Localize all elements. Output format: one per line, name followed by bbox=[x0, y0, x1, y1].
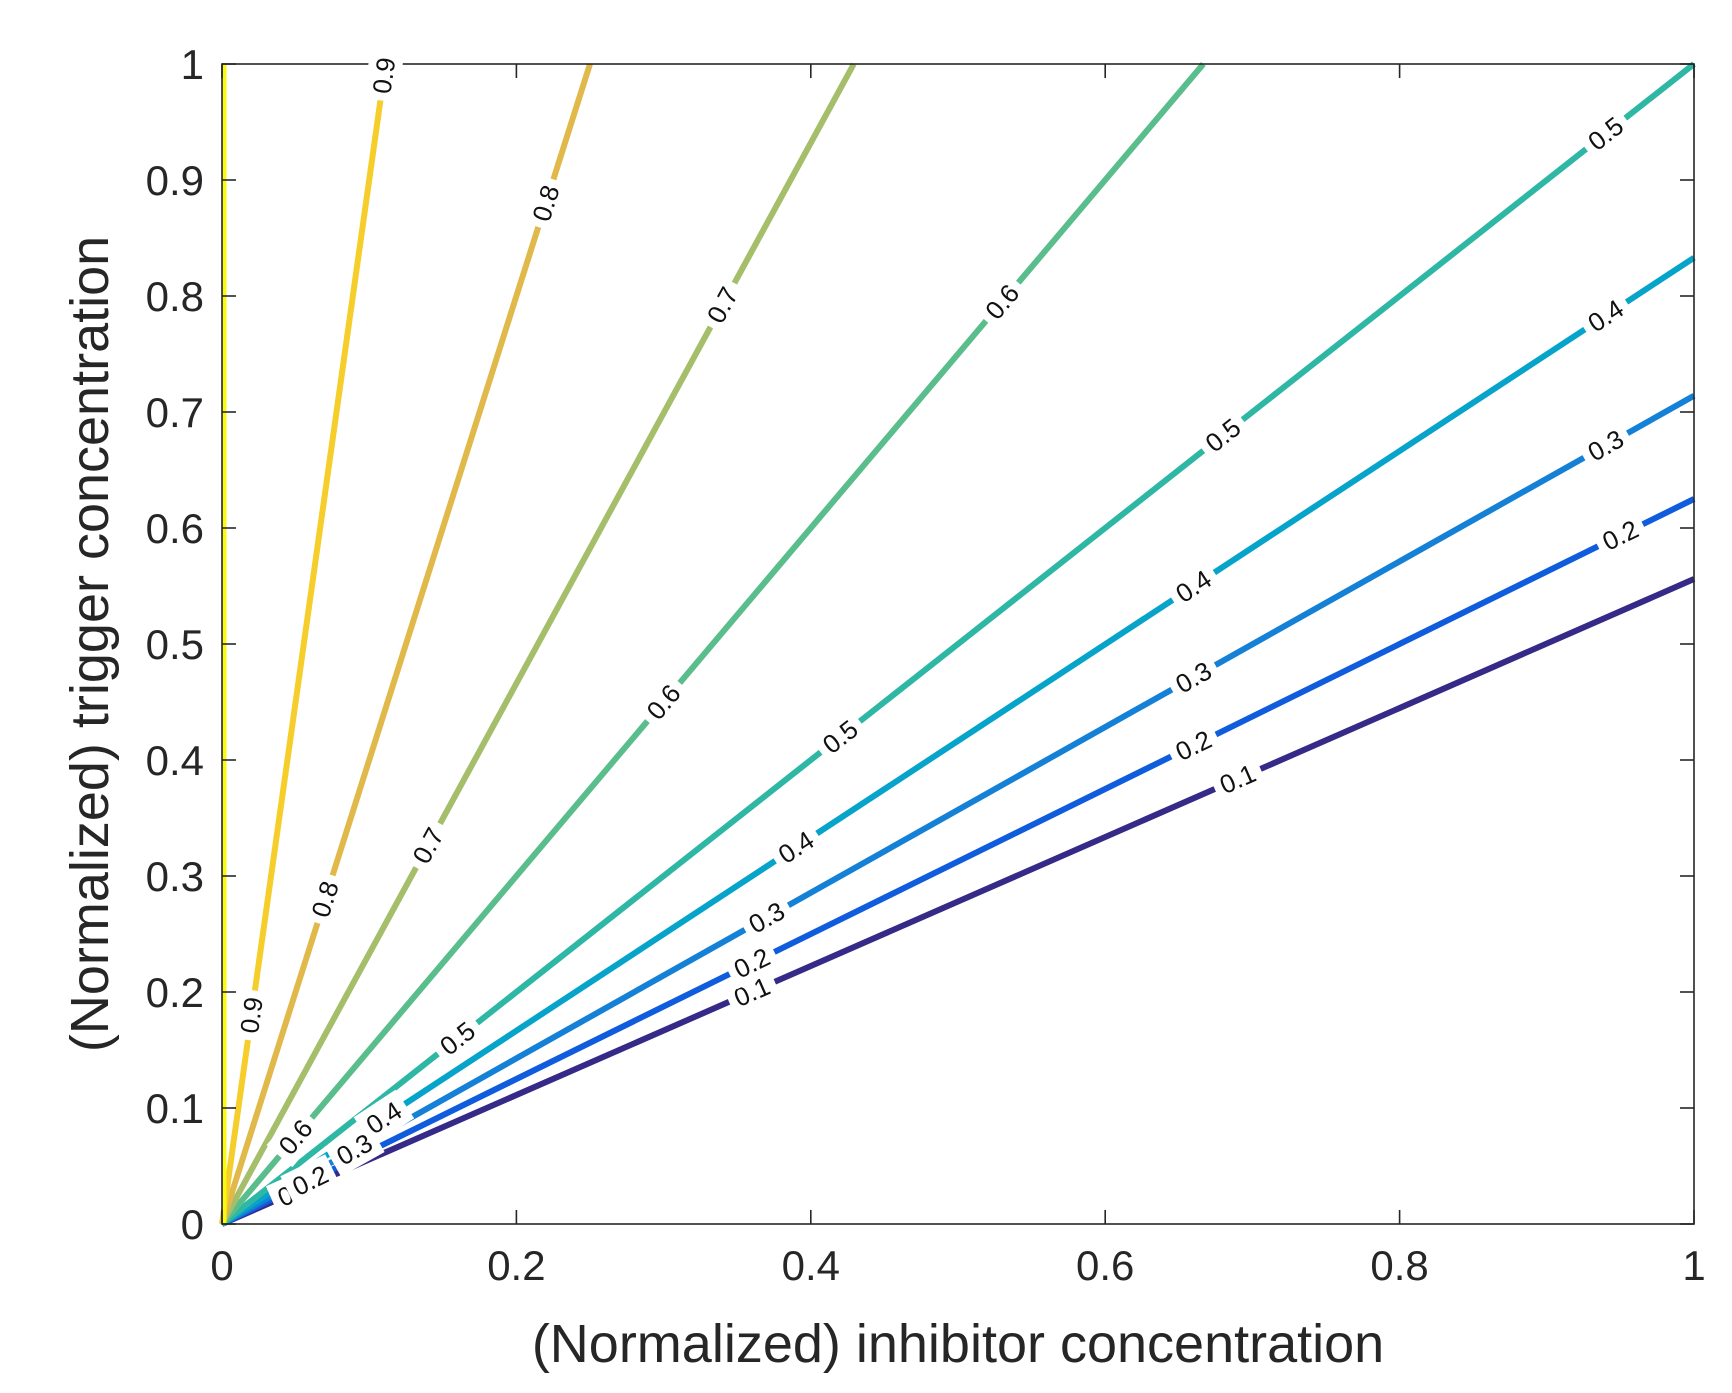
x-tick-label: 0 bbox=[210, 1242, 233, 1289]
y-tick-label: 0.2 bbox=[146, 969, 204, 1016]
contour-label-gap bbox=[353, 1089, 415, 1146]
contour-label-gap bbox=[363, 48, 405, 103]
contour-line-0.1 bbox=[220, 576, 1696, 1227]
contour-label-gap bbox=[1163, 719, 1224, 772]
contour-line-0.4 bbox=[220, 255, 1696, 1227]
contour-line-0.2 bbox=[220, 496, 1696, 1227]
contour-line-0.7 bbox=[219, 62, 857, 1226]
x-tick-label: 0.4 bbox=[782, 1242, 840, 1289]
contour-label-gap bbox=[1575, 287, 1636, 344]
contour-line-0.3 bbox=[220, 393, 1696, 1227]
contour-label: 0.9 bbox=[367, 56, 402, 96]
contour-label-gap bbox=[427, 1009, 488, 1068]
contour-label-gap bbox=[721, 936, 782, 990]
contour-label-gap bbox=[1575, 104, 1636, 163]
contour-label-gap bbox=[1163, 558, 1224, 615]
contour-label-gap bbox=[301, 870, 349, 929]
x-tick-label: 0.2 bbox=[487, 1242, 545, 1289]
contour-label-gap bbox=[280, 1154, 341, 1207]
axis-ticks: 0 0.2 0.4 0.6 0.8 1 0 0.1 0.2 0.3 0.4 0.5 0.6 0.7 0.8 0… bbox=[146, 41, 1706, 1289]
y-tick-label: 0.5 bbox=[146, 621, 204, 668]
contour-label-gap bbox=[401, 815, 455, 876]
contour-label-gap bbox=[973, 271, 1032, 332]
contour-line-0.6 bbox=[219, 62, 1206, 1226]
y-tick-label: 0.4 bbox=[146, 737, 204, 784]
x-tick-label: 1 bbox=[1682, 1242, 1705, 1289]
contour-label-gap bbox=[266, 1106, 325, 1168]
y-tick-label: 0.3 bbox=[146, 853, 204, 900]
contour-line-0.9 bbox=[219, 63, 389, 1225]
contour-label-gap bbox=[722, 966, 782, 1018]
y-tick-label: 0.8 bbox=[146, 273, 204, 320]
contour-label-gap bbox=[231, 988, 272, 1043]
y-tick-label: 0.7 bbox=[146, 389, 204, 436]
contour-label-gap bbox=[634, 671, 693, 733]
x-tick-label: 0.6 bbox=[1076, 1242, 1134, 1289]
contour-line-0.8 bbox=[219, 63, 593, 1225]
contour-label-gap bbox=[810, 707, 871, 766]
contour-label-gap bbox=[695, 274, 750, 336]
contour-label: 0.9 bbox=[234, 995, 269, 1035]
contour-label-gap bbox=[1590, 508, 1651, 562]
contour-label-gap bbox=[1163, 650, 1224, 705]
contour-label-gap bbox=[765, 819, 827, 876]
y-tick-label: 1 bbox=[181, 41, 204, 88]
x-tick-label: 0.8 bbox=[1370, 1242, 1428, 1289]
y-tick-label: 0.9 bbox=[146, 157, 204, 204]
y-tick-label: 0.6 bbox=[146, 505, 204, 552]
contour-labels: 0.10.10.10.20.20.20.20.30.30.30.30.40.40… bbox=[231, 48, 1651, 1218]
contour-label-gap bbox=[1207, 753, 1268, 805]
contour-label-gap bbox=[1575, 418, 1636, 473]
y-tick-label: 0.1 bbox=[146, 1085, 204, 1132]
y-tick-label: 0 bbox=[181, 1201, 204, 1248]
contour-label-gap bbox=[522, 174, 570, 233]
contour-label-gap bbox=[1192, 406, 1254, 465]
y-axis-label: (Normalized) trigger concentration bbox=[60, 236, 120, 1052]
x-axis-label: (Normalized) inhibitor concentration bbox=[532, 1314, 1384, 1374]
contour-label-gap bbox=[736, 890, 797, 945]
